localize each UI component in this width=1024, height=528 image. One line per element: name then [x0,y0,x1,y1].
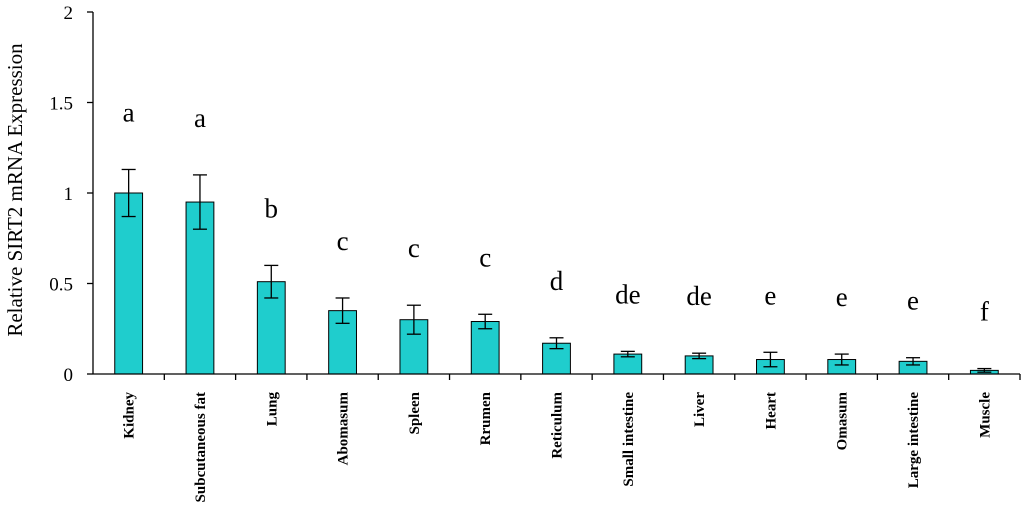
x-category-label: Abomasum [336,392,352,466]
x-category-label: Kidney [122,392,138,439]
y-tick-label: 1 [64,184,74,205]
y-axis-label: Relative SIRT2 mRNA Expression [3,43,27,337]
significance-letter: e [907,286,919,316]
x-category-label: Rrumen [478,391,494,445]
error-bars-group [121,168,992,373]
y-tick-label: 0.5 [49,275,73,296]
significance-letters-group: a a b c c c d de de e e e f [123,97,989,326]
y-tick-label: 0 [64,365,74,386]
x-category-label: Liver [692,392,708,427]
significance-letter: c [337,226,349,256]
significance-letter: a [123,97,135,127]
significance-letter: c [479,242,491,272]
x-category-label: Reticulum [550,392,566,459]
y-tick-label: 2 [64,3,74,24]
x-category-label: Small intestine [621,392,637,487]
x-category-label: Muscle [977,392,993,438]
significance-letter: a [194,103,206,133]
y-axis-ticks: 0 0.5 1 1.5 2 [49,3,93,386]
significance-letter: e [836,282,848,312]
x-category-label: Subcutaneous fat [193,392,209,502]
x-category-label: Spleen [407,391,423,434]
bar-abomasum [328,310,357,375]
significance-letter: b [265,193,279,223]
significance-letter: de [615,279,641,309]
significance-letter: c [408,233,420,263]
x-axis-labels: Kidney Subcutaneous fat Lung Abomasum Spleen… [122,374,1021,502]
x-category-label: Omasum [835,392,851,451]
significance-letter: de [686,281,712,311]
bar-subcutaneous-fat [185,201,215,375]
x-category-label: Large intestine [906,392,922,489]
x-category-label: Lung [264,392,280,427]
significance-letter: e [764,280,776,310]
significance-letter: f [980,297,989,327]
significance-letter: d [550,266,564,296]
y-tick-label: 1.5 [49,94,73,115]
bar-rrumen [470,321,500,375]
x-category-label: Heart [763,392,779,429]
bar-kidney [114,192,144,375]
